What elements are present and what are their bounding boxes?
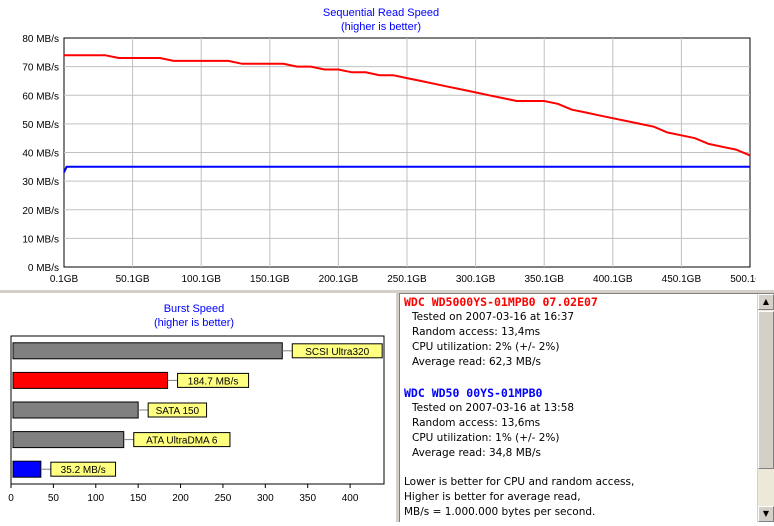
x-tick-label: 0.1GB	[50, 274, 79, 285]
drive2-title: WDC WD50 00YS-01MPB0	[404, 386, 543, 400]
bars: SCSI Ultra320 184.7 MB/s SATA 150 ATA Ultra…	[12, 342, 383, 478]
series-line-blue	[63, 165, 750, 173]
bar-label: 184.7 MB/s	[188, 376, 239, 387]
x-tick-label: 150.1GB	[250, 274, 290, 285]
x-tick-label: 500.1GB	[730, 274, 770, 285]
chart-title: Sequential Read Speed	[323, 7, 439, 19]
burst-bar	[12, 460, 42, 478]
drive2-cpu: CPU utilization: 1% (+/- 2%)	[412, 432, 560, 444]
x-tick-label: 200	[172, 493, 189, 504]
x-tick-label: 300.1GB	[456, 274, 496, 285]
vertical-splitter[interactable]	[396, 293, 399, 522]
note-line: MB/s = 1.000.000 bytes per second.	[404, 506, 596, 518]
x-tick-label: 350.1GB	[524, 274, 564, 285]
burst-bar	[12, 342, 283, 360]
bar-label: SATA 150	[156, 406, 200, 417]
sequential-read-chart: Sequential Read Speed (higher is better)…	[22, 7, 770, 285]
drive1-cpu: CPU utilization: 2% (+/- 2%)	[412, 341, 560, 353]
top-scroll-area	[756, 0, 774, 290]
y-tick-label: 60 MB/s	[22, 91, 59, 102]
y-tick-label: 70 MB/s	[22, 63, 59, 74]
x-tick-label: 100	[87, 493, 104, 504]
y-tick-label: 40 MB/s	[22, 149, 59, 160]
y-tick-label: 50 MB/s	[22, 120, 59, 131]
drive1-tested: Tested on 2007-03-16 at 16:37	[412, 311, 575, 323]
burst-speed-chart: Burst Speed (higher is better) SCSI Ultr…	[8, 303, 385, 504]
x-tick-label: 200.1GB	[319, 274, 359, 285]
bar-label-box	[50, 461, 117, 477]
x-tick-label: 0	[8, 493, 14, 504]
x-tick-label: 250.1GB	[387, 274, 427, 285]
x-tick-label: 100.1GB	[181, 274, 221, 285]
x-axis-ticks: 0.1GB 50.1GB 100.1GB 150.1GB 200.1GB 250.1GB 3…	[50, 274, 770, 285]
note-line: Higher is better for average read,	[404, 491, 581, 503]
bar-label-box	[133, 432, 231, 448]
burst-bar	[12, 371, 169, 389]
drive2-average-read: Average read: 34,8 MB/s	[412, 447, 541, 459]
drive2-random-access: Random access: 13,6ms	[412, 417, 541, 429]
gridlines	[64, 38, 750, 267]
x-tick-label: 350	[299, 493, 316, 504]
sequential-read-chart-pane: Sequential Read Speed (higher is better)…	[22, 0, 774, 290]
y-tick-label: 10 MB/s	[22, 234, 59, 245]
scrollbar-thumb[interactable]	[758, 311, 774, 469]
vertical-scrollbar[interactable]: ▲ ▼	[757, 294, 774, 522]
results-info-pane: WDC WD5000YS-01MPB0 07.02E07 Tested on 2…	[399, 293, 774, 522]
bar-label: ATA UltraDMA 6	[146, 436, 218, 447]
arrow-down-icon[interactable]: ▼	[758, 506, 774, 522]
y-axis-ticks: 0 MB/s 10 MB/s 20 MB/s 30 MB/s 40 MB/s 50 MB/…	[22, 34, 59, 274]
x-tick-label: 400.1GB	[593, 274, 633, 285]
bar-label-box	[147, 402, 208, 418]
x-tick-label: 300	[257, 493, 274, 504]
x-tick-label: 450.1GB	[662, 274, 702, 285]
series-lines	[63, 54, 751, 173]
drive1-average-read: Average read: 62,3 MB/s	[412, 356, 541, 368]
bar-label-box	[177, 372, 250, 388]
y-tick-label: 20 MB/s	[22, 206, 59, 217]
x-tick-label: 250	[215, 493, 232, 504]
x-axis-ticks: 0 50 100 150 200 250 300 350 400	[8, 484, 359, 504]
x-tick-label: 50.1GB	[116, 274, 150, 285]
drive2-tested: Tested on 2007-03-16 at 13:58	[412, 402, 575, 414]
burst-bar	[12, 401, 139, 419]
series-line-red	[64, 54, 751, 157]
chart-subtitle: (higher is better)	[154, 317, 234, 329]
bar-label: SCSI Ultra320	[305, 347, 369, 358]
x-tick-label: 50	[48, 493, 60, 504]
burst-speed-chart-pane: Burst Speed (higher is better) SCSI Ultr…	[0, 293, 396, 522]
y-tick-label: 0 MB/s	[28, 263, 59, 274]
drive1-random-access: Random access: 13,4ms	[412, 326, 541, 338]
burst-bar	[12, 431, 125, 449]
x-tick-label: 150	[130, 493, 147, 504]
bar-label: 35.2 MB/s	[61, 465, 106, 476]
bar-label-box	[291, 343, 383, 359]
chart-title: Burst Speed	[164, 303, 225, 315]
y-tick-label: 30 MB/s	[22, 177, 59, 188]
x-tick-label: 400	[342, 493, 359, 504]
y-tick-label: 80 MB/s	[22, 34, 59, 45]
drive1-title: WDC WD5000YS-01MPB0 07.02E07	[404, 295, 598, 309]
note-line: Lower is better for CPU and random acces…	[404, 476, 635, 488]
chart-subtitle: (higher is better)	[341, 21, 421, 33]
horizontal-splitter[interactable]	[0, 290, 774, 293]
arrow-up-icon[interactable]: ▲	[758, 294, 774, 310]
